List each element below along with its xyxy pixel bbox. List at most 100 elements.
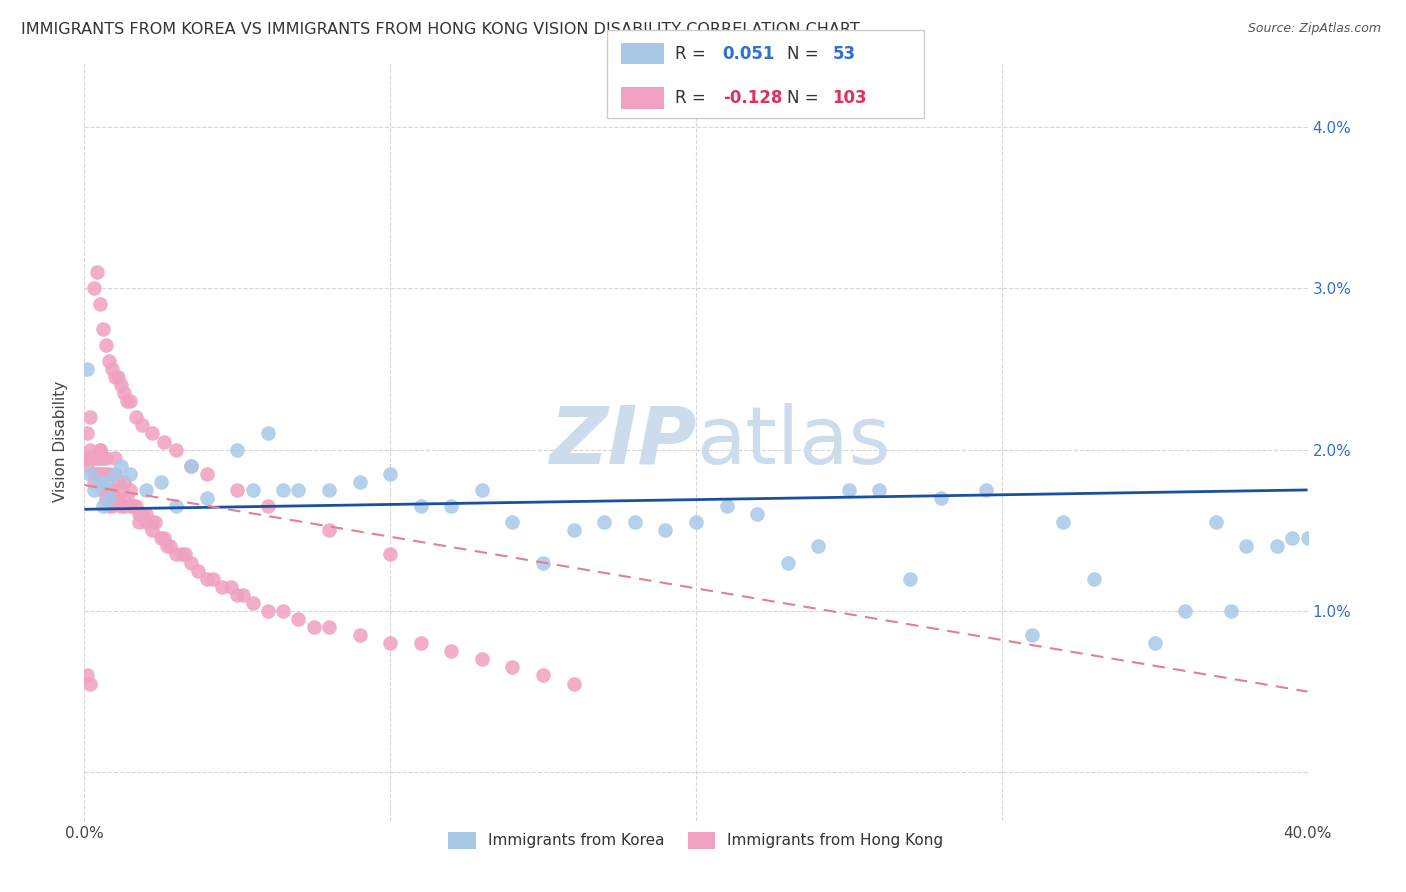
Point [83, 475, 105, 489]
Point [1205, 515, 1227, 529]
Point [624, 515, 647, 529]
Text: 103: 103 [832, 89, 868, 107]
Point [83, 483, 105, 497]
Point [226, 588, 249, 602]
Point [110, 378, 132, 392]
Point [94, 491, 117, 505]
Point [120, 499, 142, 513]
Point [271, 483, 294, 497]
Point [120, 394, 142, 409]
Point [86, 450, 108, 465]
Point [131, 507, 153, 521]
Point [502, 660, 524, 674]
Point [898, 572, 921, 586]
Point [929, 491, 952, 505]
Point [135, 483, 157, 497]
Point [101, 499, 124, 513]
Point [122, 499, 145, 513]
Point [318, 620, 340, 634]
Point [131, 418, 153, 433]
Point [83, 467, 105, 481]
Point [186, 564, 208, 578]
Point [91, 450, 114, 465]
Point [242, 483, 264, 497]
Point [89, 297, 111, 311]
Point [153, 434, 176, 449]
Point [91, 499, 114, 513]
Point [101, 483, 124, 497]
Text: R =: R = [675, 89, 706, 107]
Point [1281, 532, 1303, 546]
Point [91, 483, 114, 497]
Point [135, 507, 157, 521]
Point [318, 483, 340, 497]
Point [195, 467, 218, 481]
Point [89, 467, 111, 481]
Point [79, 450, 101, 465]
Point [747, 507, 769, 521]
Point [257, 499, 280, 513]
Point [440, 644, 463, 658]
Point [232, 588, 254, 602]
Point [115, 491, 138, 505]
Point [287, 483, 309, 497]
Point [531, 556, 554, 570]
Y-axis label: Vision Disability: Vision Disability [53, 381, 69, 502]
Point [502, 515, 524, 529]
Text: Source: ZipAtlas.com: Source: ZipAtlas.com [1247, 22, 1381, 36]
Point [76, 362, 98, 376]
Point [380, 467, 402, 481]
Point [89, 442, 111, 457]
Point [128, 515, 150, 529]
Point [104, 467, 127, 481]
Point [91, 321, 114, 335]
Point [180, 556, 202, 570]
Point [165, 442, 187, 457]
Point [302, 620, 325, 634]
Point [79, 410, 101, 425]
Point [153, 532, 176, 546]
Point [593, 515, 616, 529]
Point [91, 467, 114, 481]
Point [1296, 532, 1319, 546]
Point [195, 491, 218, 505]
Point [257, 604, 280, 618]
Point [79, 467, 101, 481]
Point [271, 604, 294, 618]
Point [120, 483, 142, 497]
Point [79, 442, 101, 457]
Point [242, 596, 264, 610]
Point [149, 475, 172, 489]
Point [869, 483, 891, 497]
Point [349, 475, 371, 489]
Point [79, 676, 101, 690]
Point [107, 475, 129, 489]
Text: N =: N = [787, 89, 818, 107]
Point [165, 548, 187, 562]
Point [180, 458, 202, 473]
Point [409, 499, 432, 513]
Point [112, 386, 135, 401]
Point [409, 636, 432, 650]
Point [97, 491, 120, 505]
Point [318, 523, 340, 537]
Point [97, 354, 120, 368]
Point [172, 548, 194, 562]
Point [107, 491, 129, 505]
Point [1143, 636, 1166, 650]
Point [654, 523, 676, 537]
Point [807, 540, 830, 554]
Text: R =: R = [675, 45, 706, 62]
Point [1265, 540, 1288, 554]
Point [94, 467, 117, 481]
Point [97, 483, 120, 497]
Point [180, 458, 202, 473]
Point [112, 475, 135, 489]
Point [141, 523, 163, 537]
Point [104, 370, 127, 384]
Point [156, 540, 179, 554]
Point [141, 515, 163, 529]
Text: IMMIGRANTS FROM KOREA VS IMMIGRANTS FROM HONG KONG VISION DISABILITY CORRELATION: IMMIGRANTS FROM KOREA VS IMMIGRANTS FROM… [21, 22, 860, 37]
Point [838, 483, 860, 497]
Point [110, 499, 132, 513]
